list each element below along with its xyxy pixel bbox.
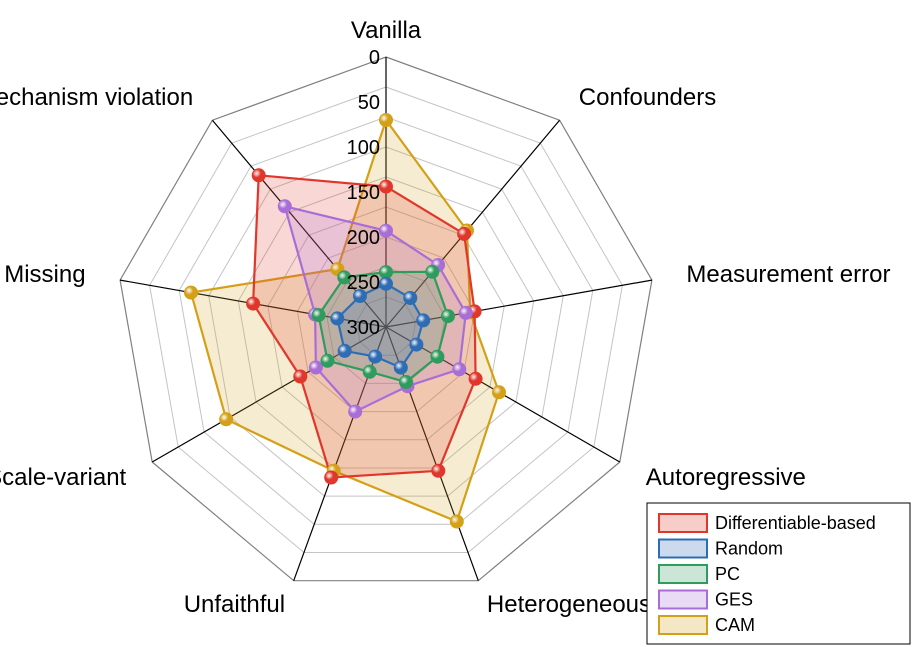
radial-tick-label: 100 <box>347 137 380 159</box>
axis-label-missing: Missing <box>4 261 85 288</box>
data-point-ges <box>452 362 467 377</box>
series-area-differentiable-based <box>252 174 477 479</box>
legend: Differentiable-based Random PC GES CAM <box>646 502 911 645</box>
grid-ring <box>267 206 505 441</box>
axis-label-measurement-error: Measurement error <box>686 261 890 288</box>
data-point-pc <box>320 353 335 368</box>
data-point-pc <box>337 270 352 285</box>
data-point-differentiable-based <box>468 371 483 386</box>
series-area-random <box>336 282 425 369</box>
axis-label-mechanism-violation: Mechanism violation <box>0 84 193 111</box>
data-point-random <box>409 337 424 352</box>
legend-frame <box>646 502 911 645</box>
axis-spoke <box>385 279 653 328</box>
grid-ring <box>178 116 594 525</box>
legend-label: PC <box>715 564 740 584</box>
data-point-differentiable-based <box>379 179 393 194</box>
data-point-ges <box>277 199 292 214</box>
data-point-differentiable-based <box>246 296 261 311</box>
axis-label-autoregressive: Autoregressive <box>646 464 806 491</box>
axis-label-heterogeneous: Heterogeneous <box>487 591 651 618</box>
legend-label: Random <box>715 539 783 559</box>
axis-label-scale-variant: Scale-variant <box>0 464 127 491</box>
grid-ring <box>326 266 446 384</box>
legend-swatch <box>658 538 708 559</box>
data-point-cam <box>492 385 506 400</box>
data-point-differentiable-based <box>251 168 266 183</box>
axis-spoke <box>385 119 561 328</box>
legend-label: GES <box>715 590 753 610</box>
legend-label: Differentiable-based <box>715 513 876 533</box>
radial-tick-labels: 0 50 100 150 200 250 300 <box>347 47 380 339</box>
data-point-ges <box>379 223 393 238</box>
data-point-pc <box>311 308 326 323</box>
axis-labels: Vanilla Confounders Measurement error Autor… <box>0 17 890 618</box>
data-point-ges <box>308 360 323 375</box>
data-point-cam <box>449 514 464 529</box>
data-point-pc <box>379 265 393 280</box>
data-point-differentiable-based <box>431 463 446 478</box>
data-point-random <box>337 343 352 358</box>
legend-swatch <box>658 615 708 635</box>
legend-label: CAM <box>715 615 755 635</box>
legend-swatch <box>658 513 708 533</box>
data-point-random <box>330 311 345 326</box>
radial-tick-label: 0 <box>369 47 380 69</box>
radial-tick-label: 50 <box>358 92 380 114</box>
radar-series <box>184 113 506 529</box>
grid-ring <box>149 86 623 553</box>
data-point-pc <box>425 264 440 279</box>
data-point-random <box>353 289 367 303</box>
data-point-random <box>368 349 383 364</box>
data-point-differentiable-based <box>293 369 308 384</box>
radial-tick-label: 150 <box>347 182 380 204</box>
grid-ring <box>119 56 653 582</box>
grid-ring <box>208 146 564 497</box>
legend-swatch <box>658 564 708 584</box>
data-point-pc <box>362 364 377 379</box>
grid-ring <box>355 296 417 356</box>
data-point-pc <box>441 309 455 324</box>
radial-tick-label: 200 <box>347 227 380 249</box>
data-point-ges <box>458 305 473 320</box>
axis-label-confounders: Confounders <box>579 84 716 111</box>
data-point-differentiable-based <box>457 226 472 241</box>
data-point-random <box>403 291 418 305</box>
data-point-random <box>393 360 408 375</box>
data-point-random <box>416 313 431 328</box>
data-point-cam <box>219 412 234 427</box>
data-point-pc <box>399 375 413 389</box>
axis-label-unfaithful: Unfaithful <box>184 591 285 618</box>
radial-tick-label: 250 <box>347 272 380 294</box>
grid-ring <box>237 176 535 469</box>
data-point-differentiable-based <box>324 470 339 485</box>
grid-ring <box>296 236 476 413</box>
data-point-pc <box>430 349 445 364</box>
data-point-random <box>379 276 393 291</box>
data-point-cam <box>184 285 198 300</box>
radial-tick-label: 300 <box>347 317 380 339</box>
legend-swatch <box>658 589 708 610</box>
axis-label-vanilla: Vanilla <box>351 17 422 44</box>
data-point-ges <box>348 404 363 419</box>
data-point-cam <box>379 113 393 127</box>
